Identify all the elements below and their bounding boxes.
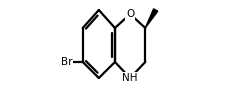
Polygon shape [145, 9, 157, 28]
Text: O: O [126, 9, 134, 19]
Text: NH: NH [122, 73, 137, 83]
Text: Br: Br [61, 57, 72, 67]
